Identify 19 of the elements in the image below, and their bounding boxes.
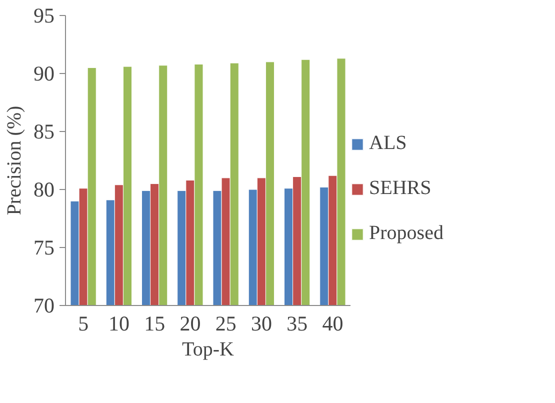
- x-axis-title: Top-K: [182, 338, 235, 360]
- y-axis-title: Precision (%): [4, 106, 26, 216]
- y-tick-label: 95: [34, 4, 54, 28]
- legend-label: Proposed: [369, 222, 444, 245]
- legend-label: ALS: [369, 132, 407, 155]
- x-tick-label: 40: [322, 312, 344, 336]
- x-tick-label: 15: [144, 312, 166, 336]
- legend-label: SEHRS: [369, 177, 432, 200]
- x-tick-label: 30: [250, 312, 272, 336]
- x-tick-label: 20: [180, 312, 201, 336]
- y-tick-label: 85: [34, 120, 54, 144]
- y-tick-label: 80: [34, 178, 54, 202]
- y-tick-label: 70: [34, 294, 54, 318]
- x-tick-label: 25: [215, 312, 236, 336]
- x-tick-label: 5: [78, 312, 89, 336]
- x-tick-label: 35: [286, 312, 308, 336]
- x-tick-label: 10: [108, 312, 130, 336]
- y-tick-label: 90: [34, 62, 54, 86]
- y-tick-label: 75: [34, 236, 54, 260]
